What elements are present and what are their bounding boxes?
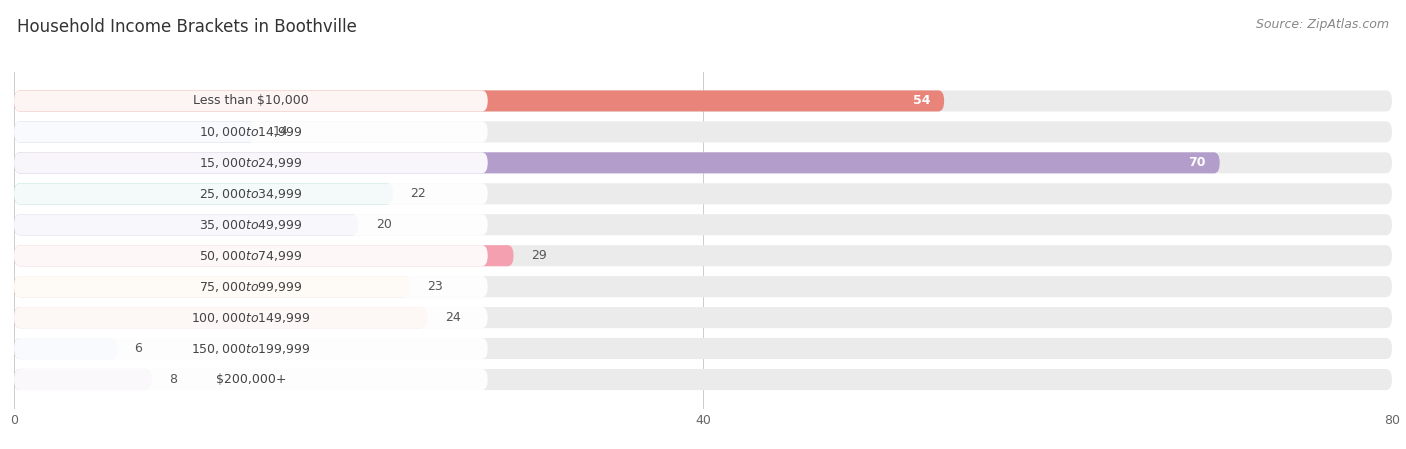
Text: 6: 6 <box>135 342 142 355</box>
FancyBboxPatch shape <box>14 276 1392 297</box>
FancyBboxPatch shape <box>14 183 488 204</box>
FancyBboxPatch shape <box>14 183 394 204</box>
Text: Household Income Brackets in Boothville: Household Income Brackets in Boothville <box>17 18 357 36</box>
FancyBboxPatch shape <box>14 152 1219 173</box>
FancyBboxPatch shape <box>14 152 488 173</box>
FancyBboxPatch shape <box>14 121 1392 142</box>
FancyBboxPatch shape <box>14 90 488 111</box>
Text: $75,000 to $99,999: $75,000 to $99,999 <box>200 280 302 294</box>
FancyBboxPatch shape <box>14 121 256 142</box>
FancyBboxPatch shape <box>14 307 488 328</box>
FancyBboxPatch shape <box>14 338 488 359</box>
FancyBboxPatch shape <box>14 369 488 390</box>
FancyBboxPatch shape <box>14 338 118 359</box>
Text: 24: 24 <box>444 311 460 324</box>
Text: $35,000 to $49,999: $35,000 to $49,999 <box>200 218 302 232</box>
FancyBboxPatch shape <box>14 245 488 266</box>
FancyBboxPatch shape <box>14 276 488 297</box>
FancyBboxPatch shape <box>14 214 1392 235</box>
Text: 22: 22 <box>411 187 426 200</box>
FancyBboxPatch shape <box>14 369 152 390</box>
Text: $50,000 to $74,999: $50,000 to $74,999 <box>200 249 302 263</box>
FancyBboxPatch shape <box>14 338 1392 359</box>
Text: 8: 8 <box>169 373 177 386</box>
Text: $25,000 to $34,999: $25,000 to $34,999 <box>200 187 302 201</box>
Text: 70: 70 <box>1188 156 1206 169</box>
Text: $10,000 to $14,999: $10,000 to $14,999 <box>200 125 302 139</box>
Text: Source: ZipAtlas.com: Source: ZipAtlas.com <box>1256 18 1389 31</box>
FancyBboxPatch shape <box>14 152 1392 173</box>
Text: $15,000 to $24,999: $15,000 to $24,999 <box>200 156 302 170</box>
FancyBboxPatch shape <box>14 214 488 235</box>
FancyBboxPatch shape <box>14 214 359 235</box>
FancyBboxPatch shape <box>14 90 945 111</box>
FancyBboxPatch shape <box>14 121 488 142</box>
FancyBboxPatch shape <box>14 245 513 266</box>
Text: $150,000 to $199,999: $150,000 to $199,999 <box>191 342 311 356</box>
Text: 23: 23 <box>427 280 443 293</box>
Text: 14: 14 <box>273 125 288 138</box>
Text: $100,000 to $149,999: $100,000 to $149,999 <box>191 311 311 325</box>
FancyBboxPatch shape <box>14 276 411 297</box>
Text: 54: 54 <box>912 94 931 107</box>
FancyBboxPatch shape <box>14 307 1392 328</box>
Text: 29: 29 <box>531 249 547 262</box>
FancyBboxPatch shape <box>14 307 427 328</box>
FancyBboxPatch shape <box>14 90 1392 111</box>
FancyBboxPatch shape <box>14 245 1392 266</box>
Text: $200,000+: $200,000+ <box>215 373 287 386</box>
Text: Less than $10,000: Less than $10,000 <box>193 94 309 107</box>
FancyBboxPatch shape <box>14 183 1392 204</box>
FancyBboxPatch shape <box>14 369 1392 390</box>
Text: 20: 20 <box>375 218 392 231</box>
